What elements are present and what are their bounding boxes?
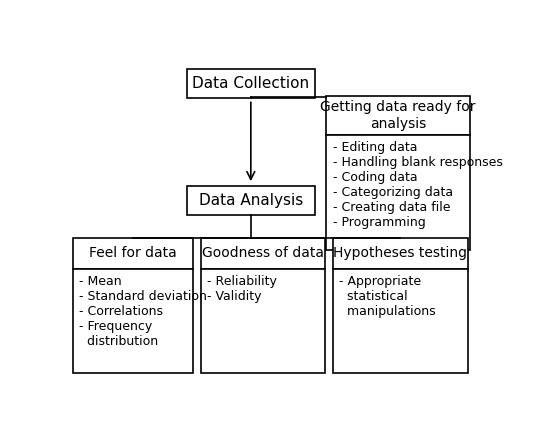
Text: - Reliability
- Validity: - Reliability - Validity: [207, 275, 277, 303]
Text: Feel for data: Feel for data: [89, 246, 177, 260]
FancyBboxPatch shape: [201, 238, 325, 269]
FancyBboxPatch shape: [187, 186, 315, 215]
FancyBboxPatch shape: [333, 269, 468, 374]
FancyBboxPatch shape: [326, 135, 470, 250]
FancyBboxPatch shape: [187, 68, 315, 98]
Text: Hypotheses testing: Hypotheses testing: [333, 246, 467, 260]
Text: - Appropriate
  statistical
  manipulations: - Appropriate statistical manipulations: [339, 275, 435, 318]
Text: Goodness of data: Goodness of data: [202, 246, 324, 260]
FancyBboxPatch shape: [201, 269, 325, 374]
Text: - Mean
- Standard deviation
- Correlations
- Frequency
  distribution: - Mean - Standard deviation - Correlatio…: [79, 275, 207, 348]
FancyBboxPatch shape: [333, 238, 468, 269]
Text: Getting data ready for
analysis: Getting data ready for analysis: [320, 101, 476, 131]
Text: Data Analysis: Data Analysis: [199, 193, 303, 208]
FancyBboxPatch shape: [73, 238, 193, 269]
Text: - Editing data
- Handling blank responses
- Coding data
- Categorizing data
- Cr: - Editing data - Handling blank response…: [333, 141, 502, 229]
Text: Data Collection: Data Collection: [192, 76, 309, 91]
FancyBboxPatch shape: [326, 96, 470, 135]
FancyBboxPatch shape: [73, 269, 193, 374]
